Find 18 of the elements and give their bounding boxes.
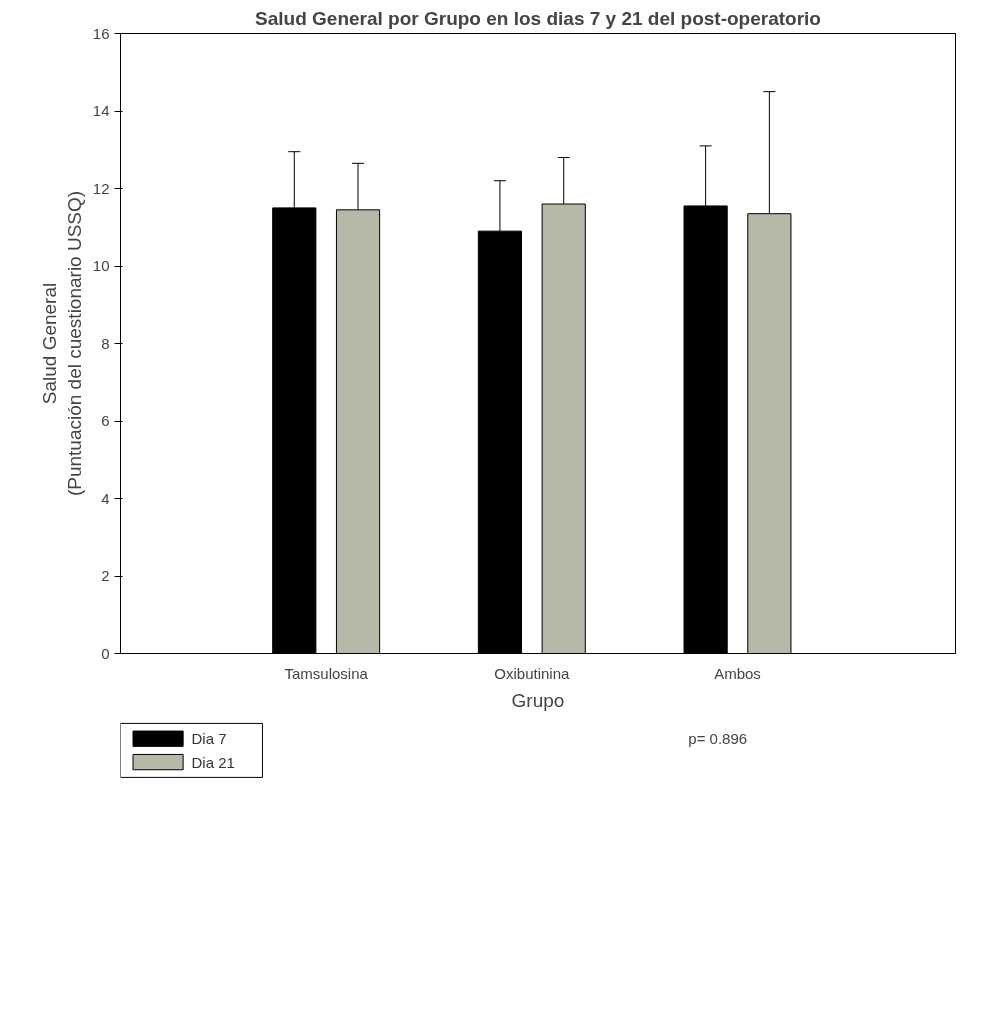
y-axis-title: Salud General (Puntuación del cuestionario USSQ) — [38, 190, 85, 497]
y-tick-label: 16 — [92, 24, 110, 42]
y-tick-label: 8 — [101, 334, 110, 352]
y-tick-label: 12 — [92, 179, 110, 197]
y-tick-label: 2 — [101, 567, 110, 584]
legend-label: Dia 21 — [191, 753, 235, 771]
legend-label: Dia 7 — [191, 730, 227, 748]
x-tick-label: Ambos — [714, 664, 761, 682]
y-tick-label: 0 — [101, 644, 110, 662]
x-tick-label: Tamsulosina — [284, 664, 369, 682]
x-tick-label: Oxibutinina — [494, 664, 571, 682]
chart-title: Salud General por Grupo en los dias 7 y 21 del post-operatorio — [255, 7, 821, 29]
y-tick-label: 4 — [101, 489, 110, 507]
y-tick-label: 6 — [101, 412, 110, 429]
y-tick-label: 10 — [92, 257, 110, 274]
x-axis-title: Grupo — [511, 689, 565, 711]
y-tick-label: 14 — [92, 102, 110, 119]
text: p= 0.896 — [688, 730, 748, 748]
